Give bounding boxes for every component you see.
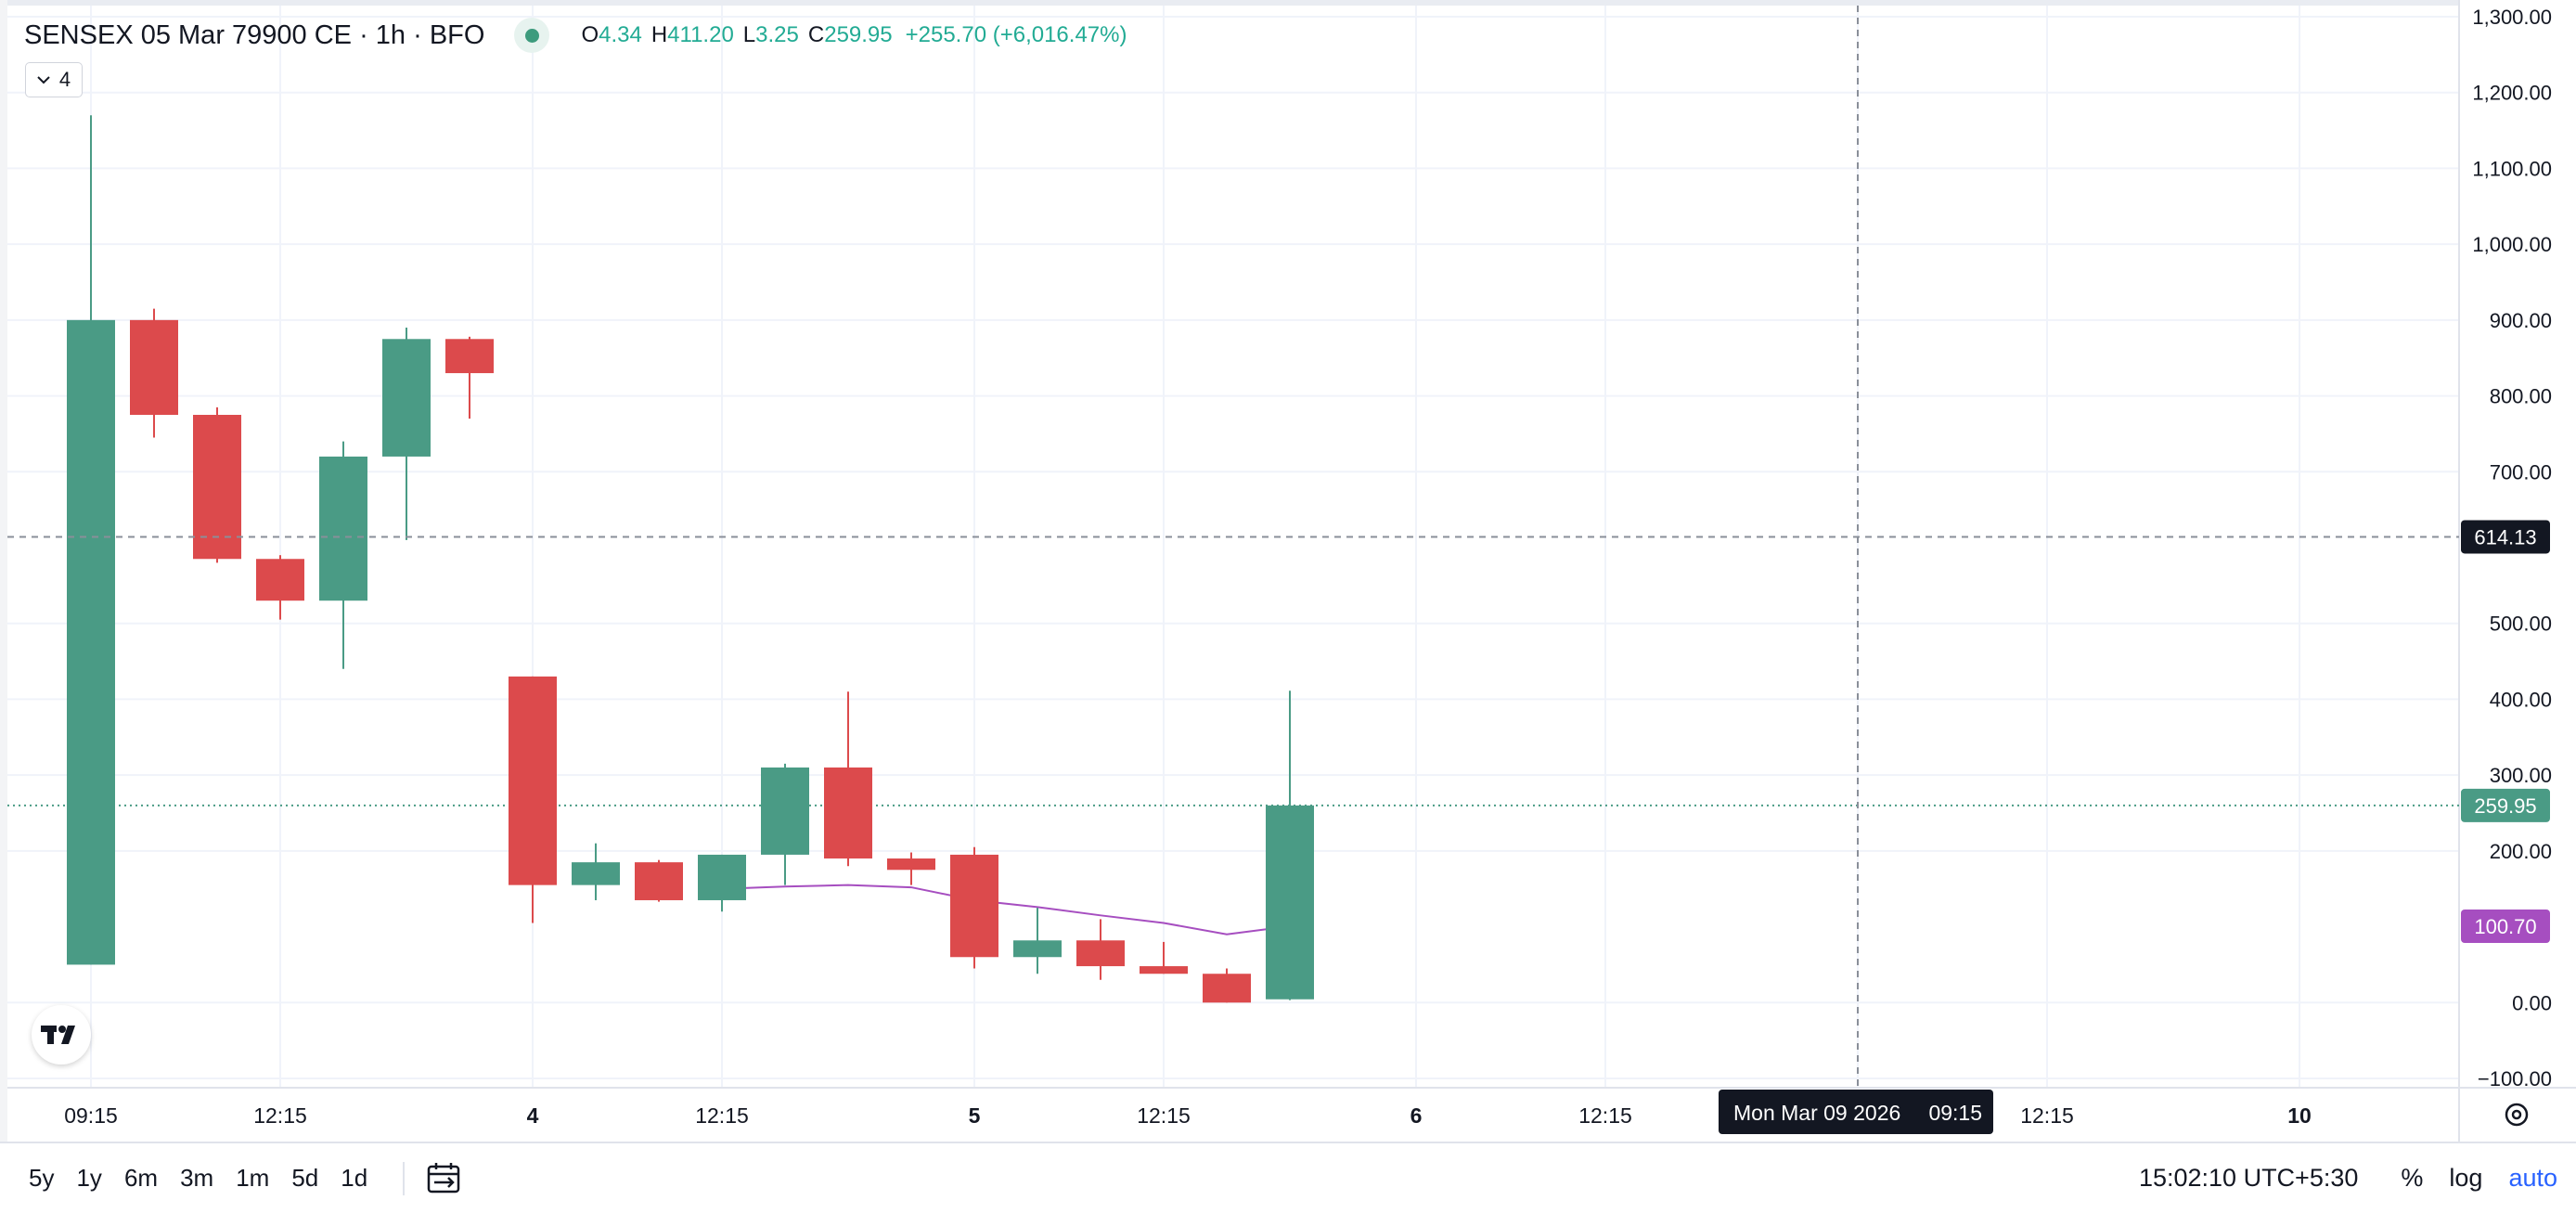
close-value: 259.95: [824, 22, 893, 47]
candle-body: [635, 862, 683, 900]
y-tick-label: 200.00: [2490, 840, 2552, 863]
chart-settings-icon[interactable]: [2505, 1103, 2529, 1127]
candle-body: [130, 319, 178, 415]
status-dot-icon: [524, 28, 539, 43]
low-value: 3.25: [755, 22, 799, 47]
crosshair-price-label: 614.13: [2474, 525, 2536, 548]
candle-body: [509, 676, 557, 885]
y-tick-label: 900.00: [2490, 309, 2552, 332]
candle-body: [1140, 966, 1188, 974]
x-tick-label: 4: [527, 1103, 539, 1128]
range-button-5d[interactable]: 5d: [291, 1164, 319, 1192]
bottom-toolbar: 5y 1y 6m 3m 1m 5d 1d 15:02:10 UTC+5:30 % log a…: [0, 1142, 2576, 1213]
window-top-border: [0, 0, 2576, 6]
candle-body: [761, 767, 809, 855]
candle-body: [256, 559, 304, 601]
candle-body: [1266, 805, 1314, 1000]
tradingview-logo-icon: [41, 1026, 75, 1044]
candle-body: [698, 854, 746, 900]
ma-value-label-bg: [2461, 909, 2550, 943]
y-tick-label: 500.00: [2490, 613, 2552, 636]
x-tick-label: 12:15: [253, 1103, 307, 1128]
indicator-count: 4: [58, 68, 71, 91]
range-button-3m[interactable]: 3m: [180, 1164, 214, 1192]
range-button-6m[interactable]: 6m: [123, 1164, 159, 1192]
candle-body: [824, 767, 872, 859]
scale-options: 15:02:10 UTC+5:30 % log auto: [2139, 1143, 2557, 1213]
low-label: L: [742, 22, 756, 47]
toolbar-separator: [403, 1162, 405, 1195]
candle-body: [887, 858, 935, 871]
last-price-label-bg: [2461, 788, 2550, 822]
last-price-label: 259.95: [2474, 794, 2536, 818]
range-button-1d[interactable]: 1d: [341, 1164, 368, 1192]
x-tick-label: 12:15: [695, 1103, 749, 1128]
chevron-down-icon: [37, 76, 50, 84]
crosshair-time-hm-label: 09:15: [1928, 1101, 1982, 1125]
range-button-5y[interactable]: 5y: [29, 1164, 55, 1192]
y-tick-label: −100.00: [2478, 1067, 2552, 1090]
window-left-border: [0, 0, 7, 1211]
y-tick-label: 300.00: [2490, 764, 2552, 787]
candle-body: [193, 415, 241, 560]
y-tick-label: 700.00: [2490, 460, 2552, 484]
y-tick-label: 1,100.00: [2472, 157, 2552, 180]
y-tick-label: 1,200.00: [2472, 82, 2552, 105]
y-tick-label: 1,000.00: [2472, 233, 2552, 256]
candle-body: [572, 862, 620, 885]
y-tick-label: 0.00: [2512, 991, 2552, 1014]
market-status-indicator[interactable]: [514, 18, 550, 53]
go-to-date-icon[interactable]: [425, 1160, 464, 1197]
x-tick-label: 09:15: [64, 1103, 118, 1128]
change-value: +255.70 (+6,016.47%): [905, 22, 1127, 47]
moving-average-line: [721, 884, 1291, 936]
price-chart[interactable]: 1,300.00 1,200.00 1,100.00 1,000.00 900.00 80…: [0, 0, 2576, 1142]
crosshair-time-label-bg: [1719, 1090, 1993, 1134]
x-tick-label: 6: [1410, 1103, 1423, 1128]
y-tick-label: 400.00: [2490, 688, 2552, 711]
x-tick-label: 10: [2287, 1103, 2312, 1128]
candle-body: [67, 319, 115, 965]
x-tick-label: 12:15: [1578, 1103, 1632, 1128]
close-label: C: [807, 22, 825, 47]
x-tick-label: 12:15: [2020, 1103, 2074, 1128]
candle-body: [445, 339, 494, 374]
symbol-title[interactable]: SENSEX 05 Mar 79900 CE · 1h · BFO: [24, 19, 485, 50]
candle-body: [950, 854, 998, 958]
y-tick-label: 800.00: [2490, 385, 2552, 408]
log-scale-button[interactable]: log: [2449, 1164, 2483, 1192]
tradingview-logo[interactable]: [32, 1005, 91, 1065]
x-tick-label: 5: [969, 1103, 981, 1128]
y-tick-label: 1,300.00: [2472, 6, 2552, 29]
indicators-toggle-button[interactable]: 4: [25, 62, 83, 97]
timezone-clock[interactable]: 15:02:10 UTC+5:30: [2138, 1164, 2359, 1192]
candle-body: [1203, 974, 1251, 1003]
open-label: O: [581, 22, 599, 47]
candle-body: [319, 456, 367, 601]
crosshair-time-label: Mon Mar 09 2026: [1733, 1101, 1900, 1125]
high-label: H: [650, 22, 668, 47]
x-tick-label: 12:15: [1137, 1103, 1191, 1128]
candle-body: [382, 339, 431, 457]
percent-scale-button[interactable]: %: [2401, 1164, 2424, 1192]
auto-scale-button[interactable]: auto: [2508, 1164, 2557, 1192]
range-button-1y[interactable]: 1y: [76, 1164, 102, 1192]
date-range-selector: 5y 1y 6m 3m 1m 5d 1d: [20, 1143, 376, 1213]
candle-body: [1013, 940, 1062, 958]
price-axis-background: [2459, 0, 2576, 1142]
high-value: 411.20: [667, 22, 734, 47]
crosshair-price-label-bg: [2461, 520, 2550, 554]
candle-body: [1076, 940, 1125, 967]
open-value: 4.34: [599, 22, 642, 47]
symbol-legend: SENSEX 05 Mar 79900 CE · 1h · BFO O 4.34 …: [24, 13, 1127, 58]
range-button-1m[interactable]: 1m: [236, 1164, 270, 1192]
ma-value-label: 100.70: [2474, 915, 2536, 938]
